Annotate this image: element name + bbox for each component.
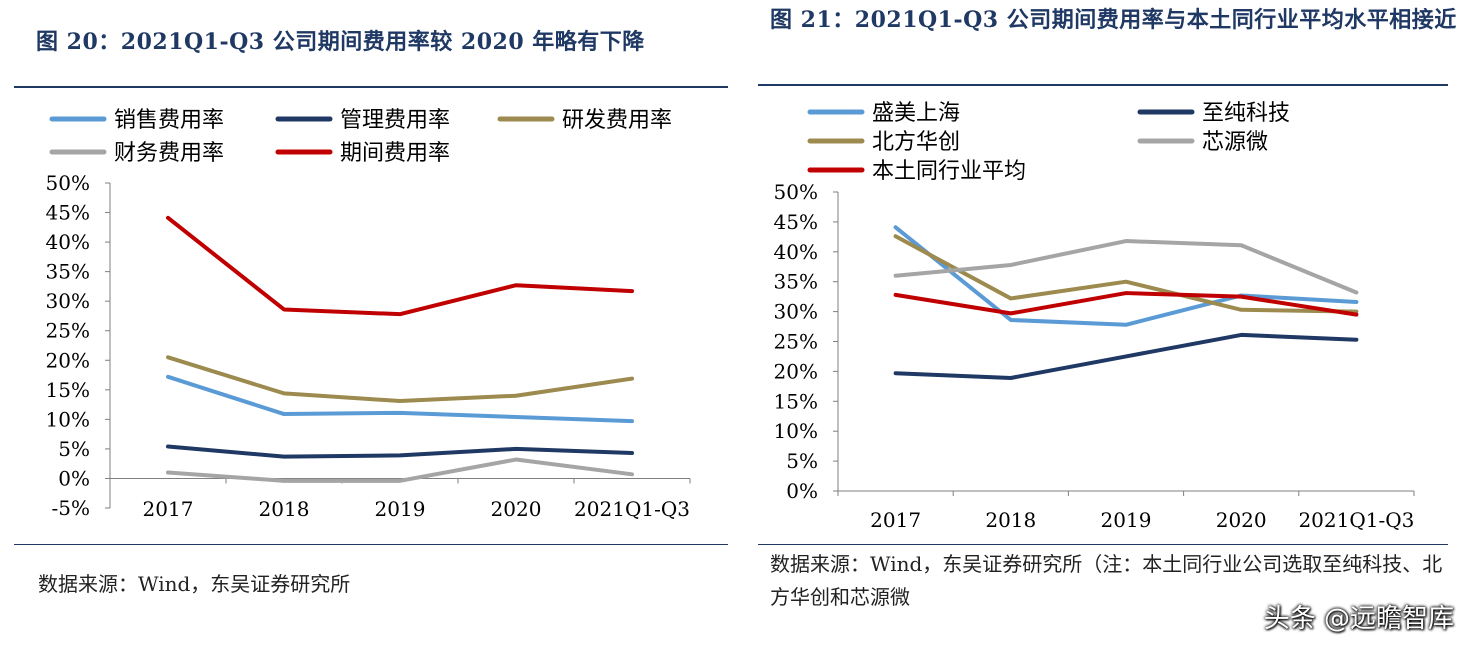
y-tick-label: 10% <box>774 419 818 443</box>
x-tick-label: 2017 <box>143 497 194 521</box>
y-tick-label: 50% <box>774 180 818 204</box>
x-tick-label: 2018 <box>985 508 1036 532</box>
title-rule <box>758 84 1448 86</box>
series-line-4 <box>166 457 634 483</box>
legend-label: 盛美上海 <box>872 101 960 126</box>
legend-label: 北方华创 <box>872 130 960 155</box>
title-rule <box>14 86 728 88</box>
x-tick-label: 2021Q1-Q3 <box>1298 508 1414 532</box>
series-line-2 <box>166 444 634 459</box>
x-tick-label: 2020 <box>1216 508 1267 532</box>
series-line-5 <box>166 215 634 317</box>
source-rule <box>14 544 728 545</box>
series-line-5 <box>893 291 1359 317</box>
chart-figure-20: -5% 0% 5% 10% 15% 20% 25% 30% 35% 40% 45% 50% 2017 20… <box>46 108 691 521</box>
legend-label: 本土同行业平均 <box>872 159 1026 184</box>
y-tick-label: 25% <box>46 319 90 343</box>
y-tick-label: 30% <box>774 300 818 324</box>
y-tick-label: 15% <box>46 378 90 402</box>
y-tick-label: 40% <box>774 240 818 264</box>
x-tick-label: 2018 <box>259 497 310 521</box>
figure-source: 数据来源：Wind，东吴证券研究所（注：本土同行业公司选取至纯科技、北方华创和芯… <box>770 552 1443 609</box>
legend-label: 财务费用率 <box>114 141 224 166</box>
figure-title: 图 20：2021Q1-Q3 公司期间费用率较 2020 年略有下降 <box>36 29 645 55</box>
y-tick-label: 30% <box>46 289 90 313</box>
y-tick-label: 25% <box>774 330 818 354</box>
legend-label: 销售费用率 <box>114 108 224 133</box>
legend-label: 管理费用率 <box>340 108 450 133</box>
series-line-2 <box>893 332 1359 380</box>
x-tick-label: 2019 <box>1101 508 1152 532</box>
source-rule <box>758 544 1448 545</box>
x-tick-label: 2019 <box>375 497 426 521</box>
legend-label: 期间费用率 <box>340 141 450 166</box>
y-tick-label: 45% <box>46 201 90 225</box>
y-tick-label: 35% <box>774 270 818 294</box>
figure-source: 数据来源：Wind，东吴证券研究所 <box>38 572 351 596</box>
y-tick-label: 20% <box>774 359 818 383</box>
y-tick-label: 0% <box>58 466 90 490</box>
y-tick-label: 40% <box>46 230 90 254</box>
figure-21-panel: 图 21：2021Q1-Q3 公司期间费用率与本土同行业平均水平相接近 0% 5%… <box>754 0 1472 653</box>
series-line-1 <box>166 374 634 424</box>
y-tick-label: 10% <box>46 407 90 431</box>
chart-figure-21: 0% 5% 10% 15% 20% 25% 30% 35% 40% 45% 50% 2017 2018 2… <box>774 101 1415 532</box>
series-line-1 <box>893 225 1359 327</box>
series-line-3 <box>166 355 634 404</box>
series-line-3 <box>893 234 1359 314</box>
y-tick-label: 20% <box>46 348 90 372</box>
y-tick-label: 5% <box>58 437 90 461</box>
figure-title: 图 21：2021Q1-Q3 公司期间费用率与本土同行业平均水平相接近 <box>770 7 1457 33</box>
series-line-4 <box>893 239 1359 295</box>
y-tick-label: 15% <box>774 389 818 413</box>
legend-label: 芯源微 <box>1202 130 1268 155</box>
x-tick-label: 2021Q1-Q3 <box>574 497 690 521</box>
figure-20-panel: 图 20：2021Q1-Q3 公司期间费用率较 2020 年略有下降 -5% 0%… <box>0 0 728 653</box>
watermark: 头条 @远瞻智库 <box>1263 604 1454 634</box>
x-tick-label: 2017 <box>870 508 921 532</box>
legend-label: 研发费用率 <box>562 108 672 133</box>
x-tick-label: 2020 <box>491 497 542 521</box>
y-tick-label: 50% <box>46 171 90 195</box>
y-tick-label: 35% <box>46 260 90 284</box>
legend-label: 至纯科技 <box>1202 101 1290 126</box>
y-tick-label: 5% <box>786 449 818 473</box>
y-tick-label: 0% <box>786 479 818 503</box>
y-tick-label: 45% <box>774 210 818 234</box>
y-tick-label: -5% <box>52 496 91 520</box>
